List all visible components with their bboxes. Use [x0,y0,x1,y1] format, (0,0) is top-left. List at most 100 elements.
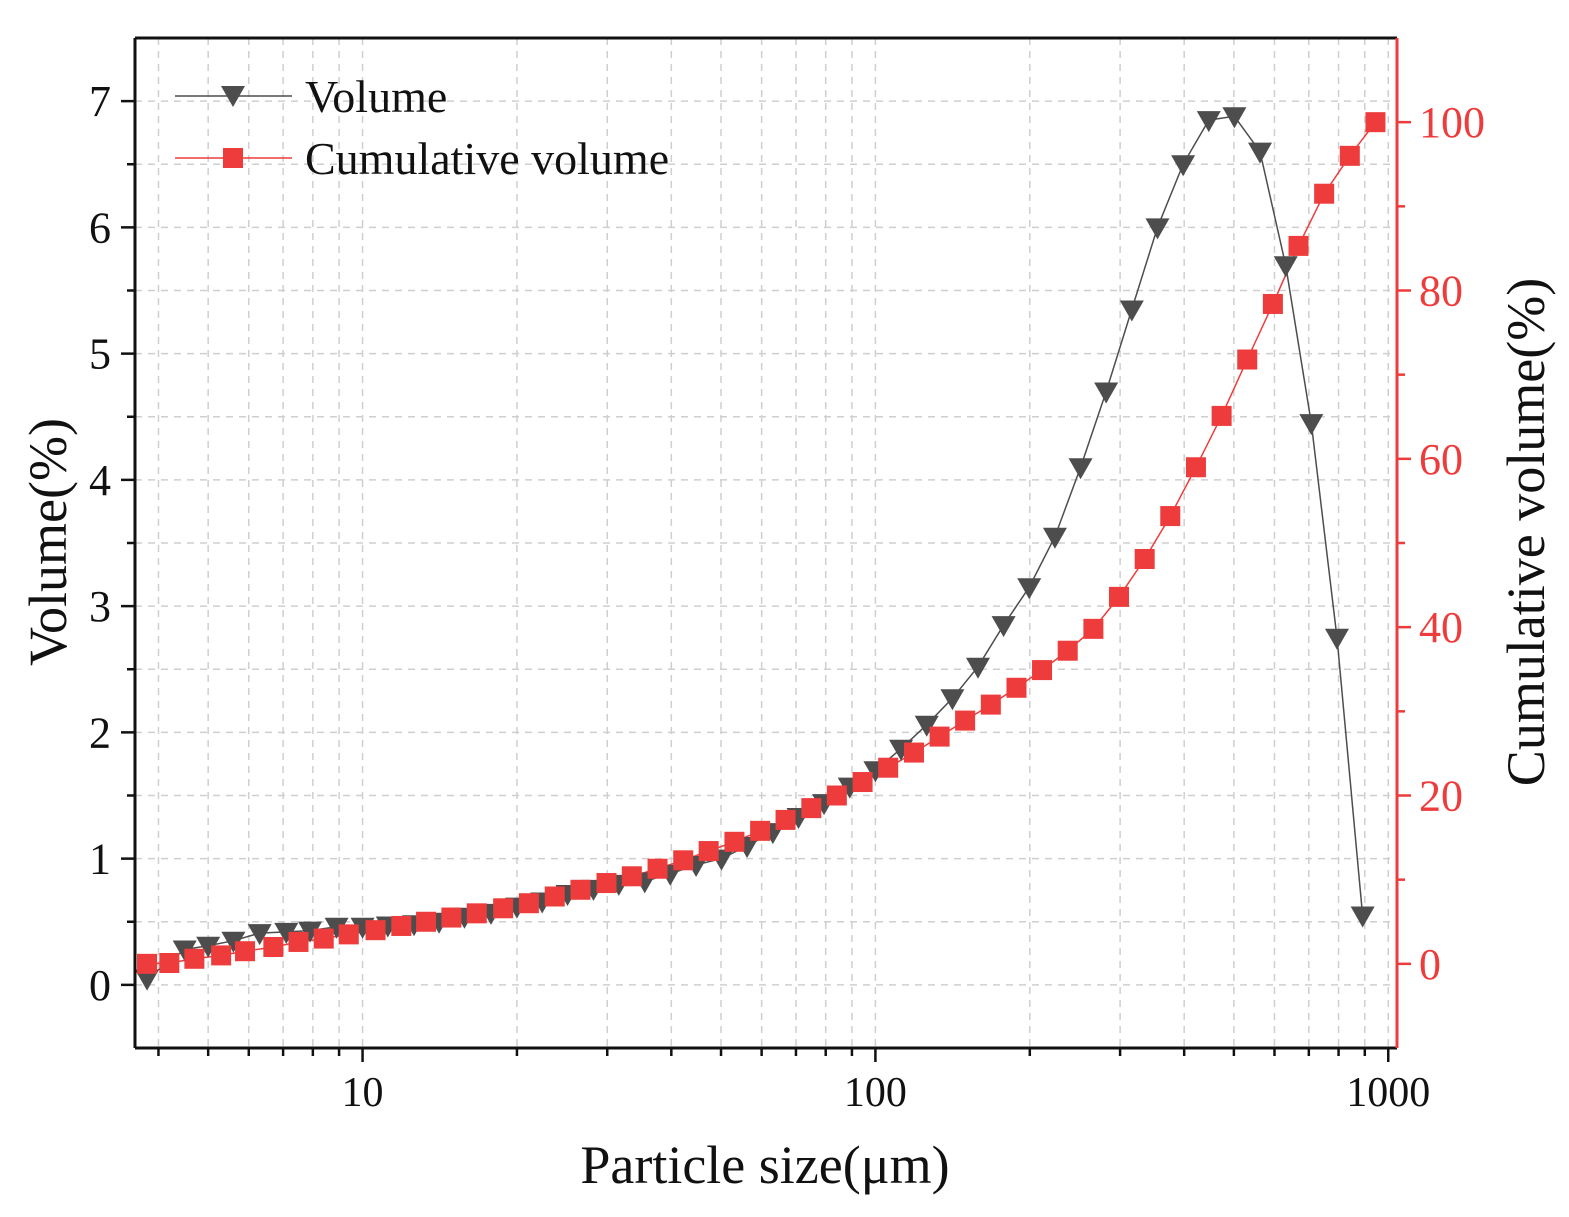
cumulative-volume-point [621,866,642,887]
cumulative-volume-point [263,937,284,957]
cumulative-volume-point [544,886,565,907]
x-tick-label: 10 [342,1070,384,1116]
volume-point [1017,578,1042,600]
y-left-tick-label: 1 [89,835,111,884]
cumulative-volume-point [570,879,591,900]
x-axis-title: Particle size(μm) [580,1135,949,1195]
volume-point [274,922,299,944]
volume-point [135,969,160,991]
legend: Volume Cumulative volume [175,71,669,184]
y-axis-right-title: Cumulative volume(%) [1496,278,1556,786]
cumulative-volume-point [750,820,771,841]
volume-point [1119,300,1144,322]
y-left-tick-label: 0 [89,961,111,1010]
cumulative-volume-point [647,858,668,879]
cumulative-volume-point [416,911,437,932]
volume-point [1273,256,1298,278]
volume-point [940,689,965,711]
y-right-tick-label: 40 [1419,603,1463,652]
axes [121,36,1411,1062]
cumulative-volume-point [365,920,386,941]
volume-point [1299,414,1324,436]
cumulative-volume-point [1339,145,1360,166]
volume-point [1145,218,1170,240]
cumulative-volume-point [1108,586,1129,607]
cumulative-volume-point [1032,660,1053,681]
y-right-tick-label: 60 [1419,435,1463,484]
y-left-tick-label: 4 [89,456,111,505]
cumulative-volume-point [673,850,694,871]
x-tick-label: 100 [844,1070,907,1116]
volume-point [991,616,1016,638]
volume-point [1222,107,1247,129]
volume-line [146,115,1364,980]
cumulative-volume-point [1083,618,1104,639]
cumulative-volume-point [1057,640,1078,661]
grid-lines [135,38,1397,1048]
y-right-tick-label: 20 [1419,772,1463,821]
legend-item-volume: Volume [175,71,447,122]
cumulative-volume-point [1134,548,1155,569]
series-markers [135,107,1386,991]
cumulative-volume-point [1288,235,1309,256]
cumulative-volume-point [724,831,745,852]
cumulative-volume-point [596,873,617,894]
y-left-tick-label: 5 [89,330,111,379]
y-left-tick-label: 3 [89,582,111,631]
volume-point [1094,382,1119,404]
cumulative-volume-point [698,841,719,862]
volume-point [221,931,246,953]
legend-label-cumulative: Cumulative volume [305,133,669,184]
cumulative-volume-point [137,953,158,974]
cumulative-volume-point [775,809,796,830]
cumulative-volume-point [1314,183,1335,204]
volume-point [196,936,221,958]
cumulative-volume-point [955,710,976,731]
cumulative-volume-point [441,907,462,928]
cumulative-volume-point [493,898,514,919]
y-right-tick-label: 0 [1419,940,1441,989]
y-axis-left-title: Volume(%) [18,418,78,666]
volume-point [1068,458,1093,480]
y-left-tick-label: 6 [89,203,111,252]
cumulative-volume-point [929,726,950,747]
cumulative-volume-point [852,772,873,793]
tick-labels: 10 100 1000 0 1 2 3 4 5 6 7 0 20 40 60 80 100 [89,77,1485,1116]
volume-point [1196,111,1221,133]
cumulative-volume-point [878,757,899,778]
triangle-down-icon [221,86,245,107]
y-left-tick-label: 2 [89,708,111,757]
cumulative-volume-point [466,903,487,924]
legend-item-cumulative: Cumulative volume [175,133,669,184]
volume-point [298,921,323,943]
volume-point [1248,142,1273,164]
cumulative-volume-point [288,931,309,952]
cumulative-volume-point [980,694,1001,715]
volume-point [965,657,990,679]
cumulative-volume-point [1160,506,1181,527]
volume-point [324,917,349,939]
cumulative-volume-point [1237,349,1258,370]
cumulative-volume-point [313,928,334,949]
volume-point [1171,155,1196,177]
cumulative-volume-point [235,941,256,962]
cumulative-volume-point [159,952,180,973]
cumulative-volume-point [903,742,924,763]
volume-point [914,715,939,737]
cumulative-volume-point [1185,457,1206,478]
legend-label-volume: Volume [305,71,447,122]
volume-point [1324,628,1349,650]
x-tick-label: 1000 [1346,1070,1430,1116]
cumulative-volume-point [211,945,232,966]
cumulative-volume-point [184,948,205,969]
cumulative-volume-point [826,785,847,806]
volume-point [247,924,272,946]
cumulative-volume-point [1006,677,1027,698]
cumulative-volume-point [801,798,822,819]
volume-point [1042,527,1067,549]
y-right-tick-label: 80 [1419,267,1463,316]
volume-point [1350,906,1375,928]
cumulative-volume-point [338,924,359,945]
square-icon [223,148,243,168]
